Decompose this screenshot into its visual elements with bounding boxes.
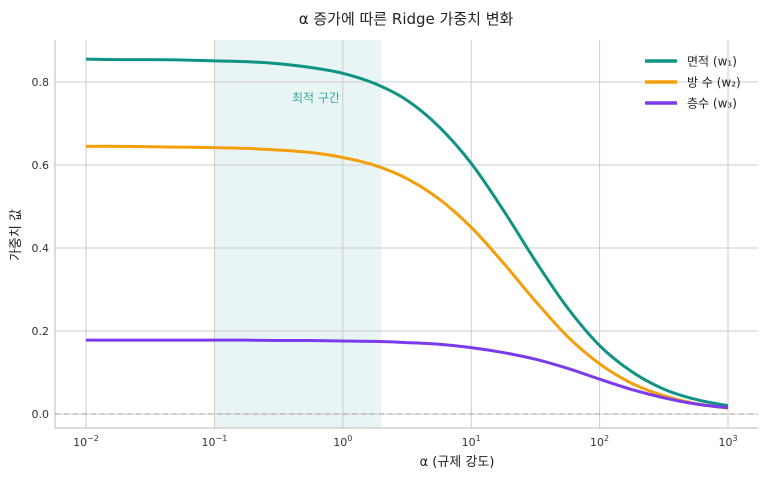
chart-title: α 증가에 따른 Ridge 가중치 변화 bbox=[299, 10, 514, 28]
x-tick-label: 10−2 bbox=[73, 434, 99, 449]
y-tick-label: 0.6 bbox=[32, 159, 50, 172]
x-tick-label: 100 bbox=[333, 434, 352, 449]
series-line-1 bbox=[85, 57, 729, 408]
legend-label-2: 방 수 (w₂) bbox=[687, 76, 741, 90]
series-line-2 bbox=[85, 144, 729, 410]
x-tick-label: 10−1 bbox=[202, 434, 228, 449]
optimal-region-label: 최적 구간 bbox=[292, 91, 340, 105]
x-axis-label: α (규제 강도) bbox=[420, 455, 495, 470]
y-tick-label: 0.8 bbox=[32, 76, 50, 89]
x-tick-label: 102 bbox=[590, 434, 609, 449]
legend-label-3: 층수 (w₃) bbox=[687, 97, 737, 111]
legend-label-1: 면적 (w₁) bbox=[687, 55, 737, 69]
x-tick-label: 103 bbox=[718, 434, 737, 449]
y-axis-label: 가중치 값 bbox=[9, 209, 24, 261]
series-line-3 bbox=[86, 338, 729, 410]
y-tick-label: 0.4 bbox=[32, 242, 50, 255]
x-tick-label: 101 bbox=[462, 434, 481, 449]
y-tick-label: 0.2 bbox=[32, 325, 50, 338]
optimal-region bbox=[214, 40, 382, 428]
y-tick-label: 0.0 bbox=[32, 408, 50, 421]
